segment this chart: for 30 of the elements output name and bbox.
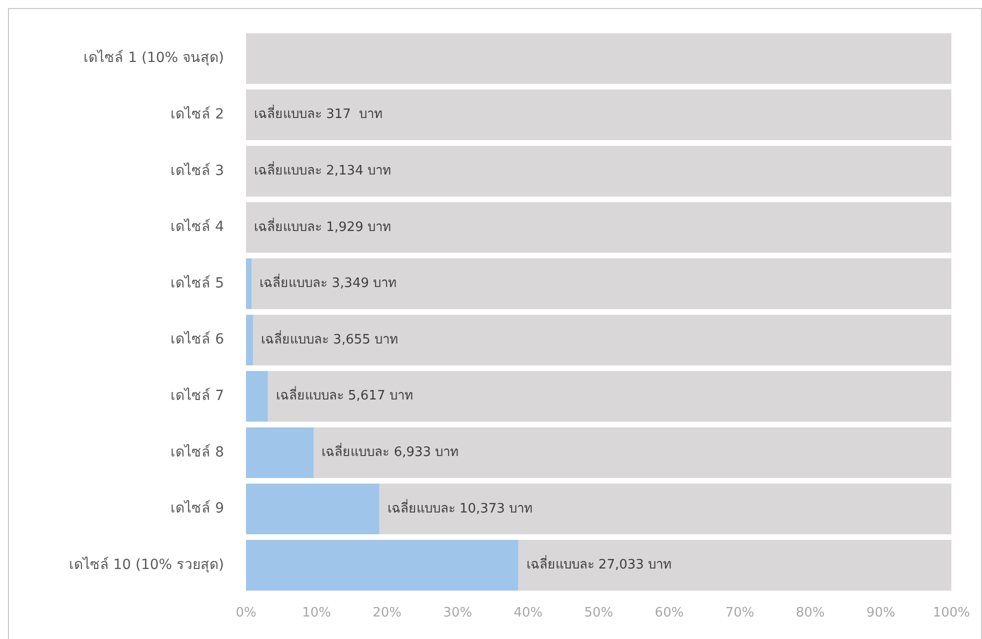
y-tick-label: เดไซล์ 6 xyxy=(170,330,224,348)
x-tick-label: 70% xyxy=(725,606,754,621)
annotation: เฉลี่ยแบบละ 3,655 บาท xyxy=(261,330,399,348)
annotation: เฉลี่ยแบบละ 10,373 บาท xyxy=(387,499,534,516)
annotation: เฉลี่ยแบบละ 6,933 บาท xyxy=(322,443,460,460)
x-tick-label: 60% xyxy=(654,606,684,621)
x-tick-label: 40% xyxy=(514,606,543,621)
annotation: เฉลี่ยแบบละ 27,033 บาท xyxy=(526,556,672,573)
annotation: เฉลี่ยแบบละ 2,134 บาท xyxy=(254,162,392,179)
annotation: เฉลี่ยแบบละ 3,349 บาท xyxy=(260,274,398,292)
y-tick-label: เดไซล์ 7 xyxy=(170,386,224,404)
x-tick-label: 80% xyxy=(796,606,825,621)
x-tick-label: 100% xyxy=(932,606,970,621)
annotation: เฉลี่ยแบบละ 317 บาท xyxy=(254,105,384,122)
y-tick-label: เดไซล์ 5 xyxy=(170,274,224,292)
y-tick-label: เดไซล์ 9 xyxy=(170,500,224,517)
x-tick-label: 90% xyxy=(866,606,896,621)
y-tick-label: เดไซล์ 1 (10% จนสุด) xyxy=(84,49,224,66)
annotation: เฉลี่ยแบบละ 5,617 บาท xyxy=(276,386,414,404)
x-tick-label: 50% xyxy=(584,606,614,621)
y-tick-label: เดไซล์ 8 xyxy=(170,443,224,460)
x-tick-label: 0% xyxy=(236,606,256,621)
y-tick-label: เดไซล์ 4 xyxy=(170,218,224,236)
y-tick-label: เดไซล์ 10 (10% รวยสุด) xyxy=(68,556,224,573)
y-tick-label: เดไซล์ 3 xyxy=(170,162,224,179)
y-tick-label: เดไซล์ 2 xyxy=(170,105,224,122)
x-tick-label: 10% xyxy=(302,606,331,621)
x-tick-label: 30% xyxy=(443,606,472,621)
x-tick-label: 20% xyxy=(372,606,402,621)
annotation: เฉลี่ยแบบละ 1,929 บาท xyxy=(254,218,392,235)
